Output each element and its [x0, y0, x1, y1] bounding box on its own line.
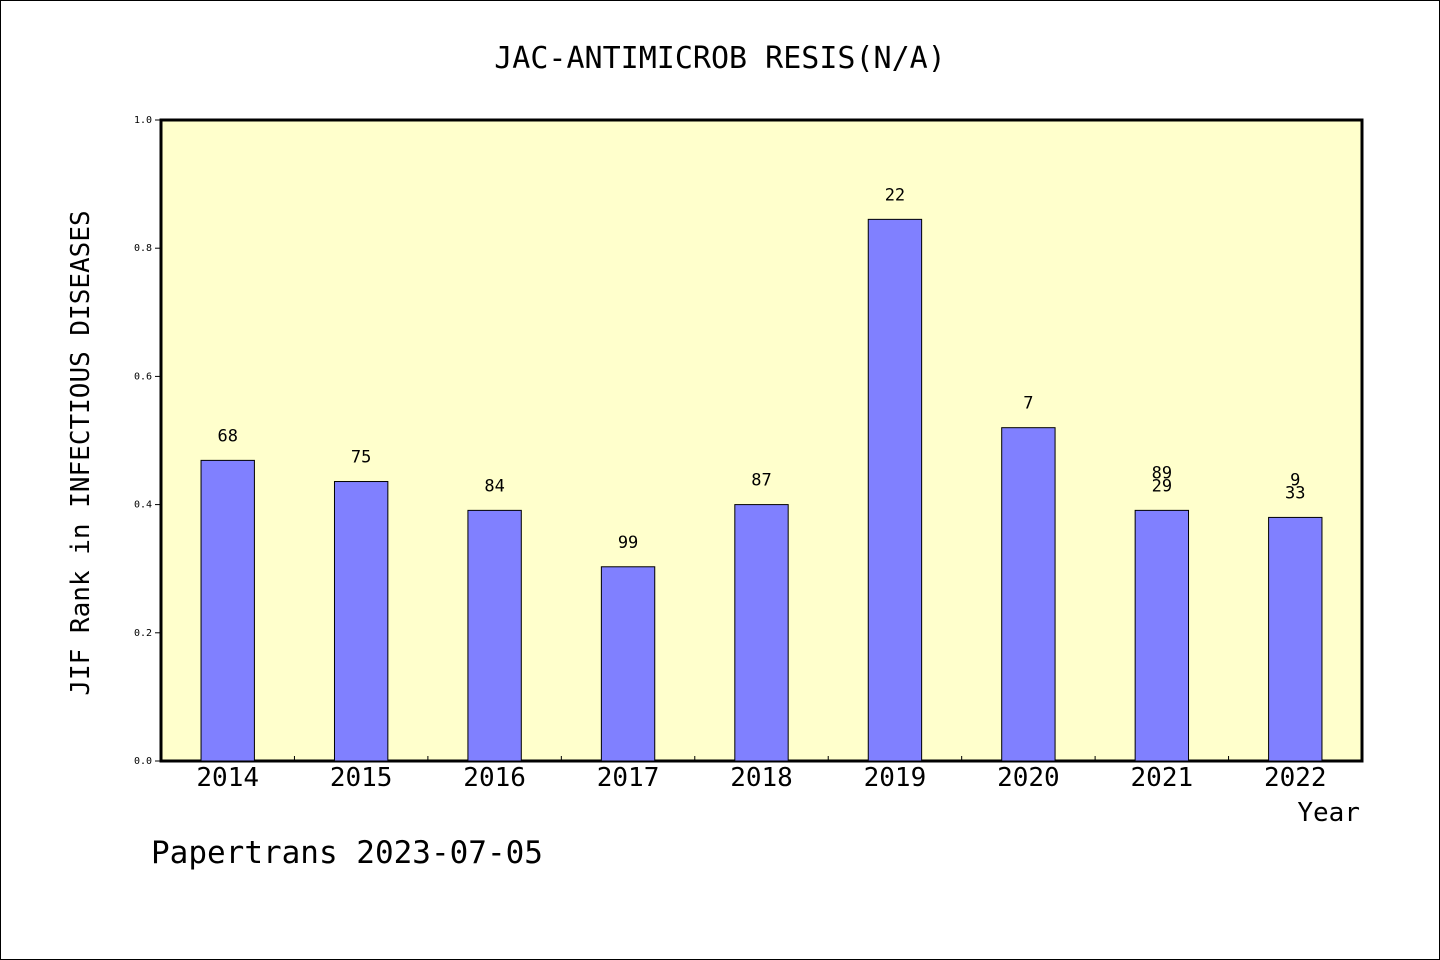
bar-2022 [1268, 516, 1323, 762]
bar-2021 [1134, 509, 1190, 762]
bar-2020 [1001, 427, 1056, 762]
x-axis-label: Year [1297, 798, 1360, 828]
y-axis: 0.0 0.2 0.4 0.6 0.8 1.0 [134, 115, 161, 767]
bar-label-2017: 99 [618, 533, 638, 553]
y-tick-label: 0.6 [134, 371, 152, 382]
bar-label-2019: 22 [885, 185, 905, 205]
x-tick-label-2019: 2019 [864, 763, 927, 793]
bar-2015 [333, 481, 389, 762]
bar-label-2021: 29 [1152, 476, 1172, 496]
x-tick-label-2016: 2016 [463, 763, 526, 793]
y-axis-label: JIF Rank in INFECTIOUS DISEASES [66, 210, 96, 695]
x-tick-label-2014: 2014 [196, 763, 259, 793]
x-tick-label-2022: 2022 [1264, 763, 1327, 793]
x-tick-label-2015: 2015 [330, 763, 393, 793]
bar-2018 [734, 504, 789, 762]
bar-label-2022: 33 [1285, 483, 1305, 503]
chart-title: JAC-ANTIMICROB RESIS(N/A) [494, 41, 946, 76]
x-tick-label-2017: 2017 [597, 763, 660, 793]
y-tick-label: 0.8 [134, 243, 152, 254]
y-tick-label: 1.0 [134, 115, 152, 126]
bar-label-2016: 84 [484, 476, 504, 496]
bar-2019 [867, 218, 923, 762]
bar-label-2021: 89 [1152, 463, 1172, 483]
y-tick-label: 0.0 [134, 756, 152, 767]
bar-label-2015: 75 [351, 448, 371, 468]
bar-label-2014: 68 [217, 426, 237, 446]
x-axis: 2014 2015 2016 2017 2018 2019 2020 2021 2022 [196, 756, 1327, 793]
bar-label-2018: 87 [751, 471, 771, 491]
bar-label-2022: 9 [1290, 470, 1300, 490]
bar-label-2020: 7 [1023, 394, 1033, 414]
bar-2017 [600, 566, 656, 762]
bar-2014 [200, 459, 255, 762]
y-tick-label: 0.4 [134, 500, 152, 511]
x-tick-label-2020: 2020 [997, 763, 1060, 793]
x-tick-label-2018: 2018 [730, 763, 793, 793]
bar-2016 [467, 509, 522, 762]
x-tick-label-2021: 2021 [1131, 763, 1194, 793]
y-tick-label: 0.2 [134, 628, 152, 639]
footer-note: Papertrans 2023-07-05 [151, 835, 543, 871]
